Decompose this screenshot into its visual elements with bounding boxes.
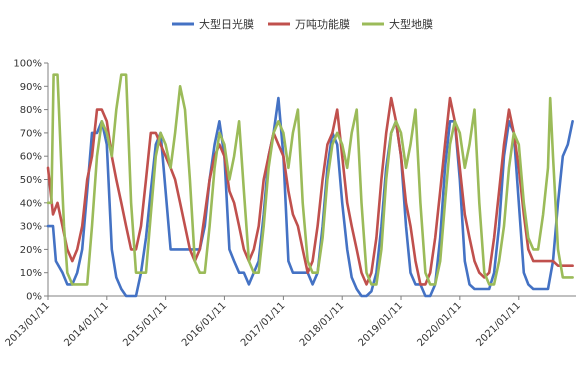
y-tick-label: 20% (20, 245, 42, 256)
x-tick-label: 2020/01/11 (415, 300, 464, 349)
y-tick-label: 40% (20, 198, 42, 209)
y-tick-label: 80% (20, 105, 42, 116)
x-axis: 2013/01/11 2014/01/11 2015/01/11 2016/01/11… (4, 295, 576, 349)
series-line-3 (46, 73, 574, 286)
legend-label-2: 万吨功能膜 (295, 17, 350, 31)
x-tick-label: 2019/01/11 (357, 300, 406, 349)
legend-label-1: 大型日光膜 (199, 17, 254, 31)
y-tick-label: 0% (26, 292, 42, 303)
y-tick-label: 90% (20, 82, 42, 93)
x-tick-label: 2015/01/11 (121, 300, 170, 349)
y-tick-label: 50% (20, 175, 42, 186)
y-tick-label: 10% (20, 268, 42, 279)
y-tick-label: 60% (20, 152, 42, 163)
y-tick-label: 100% (13, 59, 42, 70)
y-axis: 0% 10% 20% 30% 40% 50% 60% 70% 80% 90% 100% (13, 59, 49, 303)
series-line-1 (46, 96, 574, 298)
x-tick-label: 2017/01/11 (239, 300, 288, 349)
legend: 大型日光膜 万吨功能膜 大型地膜 (172, 17, 433, 31)
x-tick-label: 2014/01/11 (62, 300, 111, 349)
y-tick-label: 70% (20, 128, 42, 139)
series-line-2 (46, 96, 574, 286)
x-tick-label: 2021/01/11 (474, 300, 523, 349)
legend-label-3: 大型地膜 (389, 17, 433, 31)
y-tick-label: 30% (20, 222, 42, 233)
x-tick-label: 2013/01/11 (4, 300, 53, 349)
plot-area (46, 73, 574, 298)
x-tick-label: 2016/01/11 (180, 300, 229, 349)
x-tick-label: 2018/01/11 (298, 300, 347, 349)
